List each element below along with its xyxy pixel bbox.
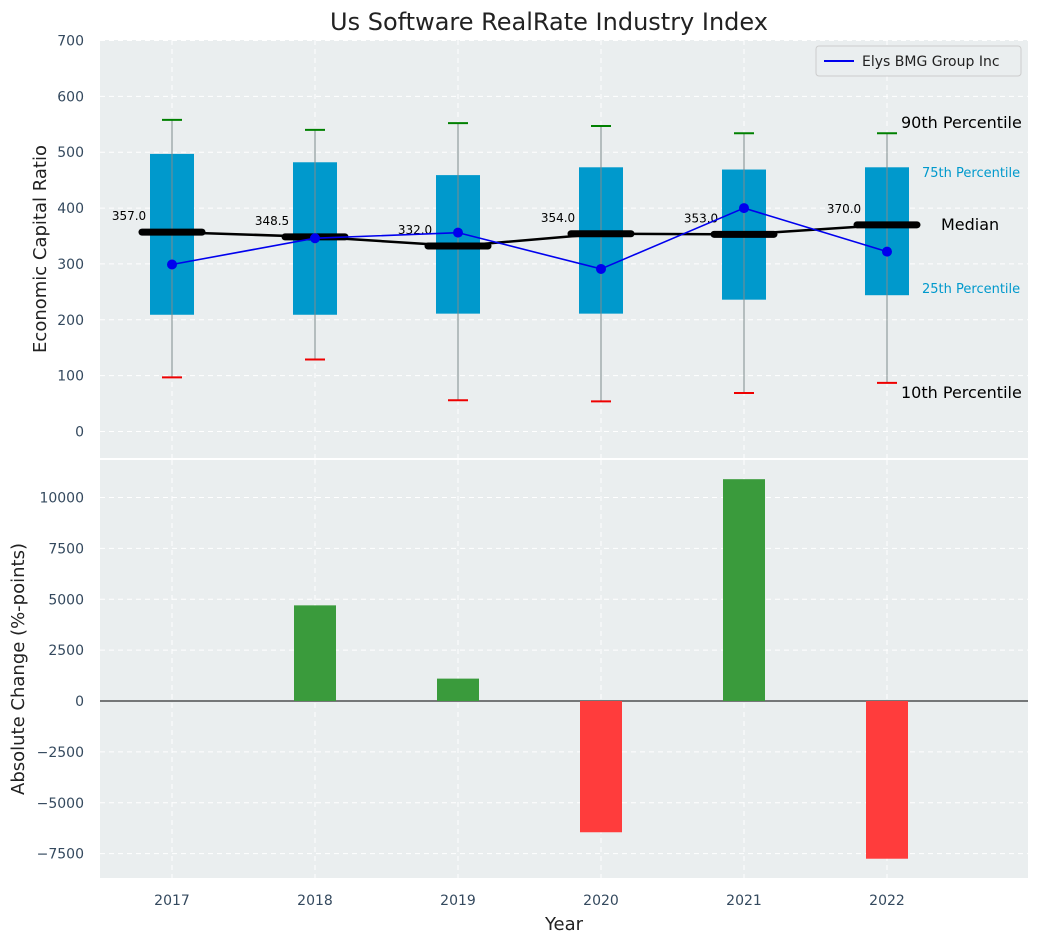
series-point	[596, 263, 606, 274]
legend-entry-label: Elys BMG Group Inc	[862, 54, 1000, 70]
bottom-y-tick-label: 5000	[48, 592, 84, 608]
x-axis-label: Year	[544, 914, 584, 935]
annotation-10th-percentile: 10th Percentile	[901, 383, 1022, 402]
bottom-y-tick-label: 7500	[48, 541, 84, 557]
top-y-axis-label: Economic Capital Ratio	[30, 145, 51, 353]
top-y-tick-label: 200	[57, 313, 84, 329]
x-tick-label: 2021	[726, 893, 762, 909]
bottom-y-tick-label: −5000	[37, 796, 84, 812]
top-y-tick-label: 400	[57, 201, 84, 217]
change-bar	[723, 479, 765, 701]
x-tick-label: 2018	[297, 893, 333, 909]
median-value-label: 370.0	[827, 202, 861, 216]
series-point	[167, 259, 177, 270]
bottom-y-tick-label: 2500	[48, 643, 84, 659]
series-point	[882, 246, 892, 257]
annotation-75th-percentile: 75th Percentile	[922, 166, 1020, 181]
change-bar	[294, 605, 336, 701]
series-point	[453, 227, 463, 238]
median-value-label: 354.0	[541, 211, 575, 225]
median-line	[171, 223, 888, 248]
bottom-chart: −7500 −5000 −2500 0 2500 5000 7500 10000 2017 201…	[37, 479, 1028, 909]
top-y-tick-label: 300	[57, 257, 84, 273]
top-y-tick-label: 600	[57, 89, 84, 105]
x-tick-label: 2020	[583, 893, 619, 909]
annotation-median: Median	[941, 215, 999, 234]
bottom-y-tick-label: 10000	[39, 491, 84, 507]
series-point	[739, 203, 749, 214]
change-bar	[437, 678, 479, 701]
series-line	[171, 207, 888, 270]
change-bar	[866, 701, 908, 859]
bottom-y-axis-label: Absolute Change (%-points)	[8, 543, 29, 795]
chart-title: Us Software RealRate Industry Index	[330, 8, 768, 36]
legend: Elys BMG Group Inc	[815, 45, 1022, 77]
top-y-tick-label: 500	[57, 145, 84, 161]
bottom-y-tick-label: 0	[75, 694, 84, 710]
bottom-y-tick-label: −7500	[37, 847, 84, 863]
median-value-label: 353.0	[684, 211, 718, 225]
top-y-tick-label: 100	[57, 369, 84, 385]
bottom-y-tick-label: −2500	[37, 745, 84, 761]
x-tick-label: 2022	[869, 893, 905, 909]
legend-box	[815, 45, 1022, 77]
median-value-label: 348.5	[255, 214, 289, 228]
series-point	[310, 233, 320, 244]
annotation-90th-percentile: 90th Percentile	[901, 113, 1022, 132]
x-tick-label: 2017	[154, 893, 190, 909]
x-tick-label: 2019	[440, 893, 476, 909]
median-value-label: 357.0	[112, 209, 146, 223]
change-bar	[580, 701, 622, 833]
top-y-tick-label: 0	[75, 425, 84, 441]
top-y-tick-label: 700	[57, 34, 84, 50]
annotation-25th-percentile: 25th Percentile	[922, 282, 1020, 297]
